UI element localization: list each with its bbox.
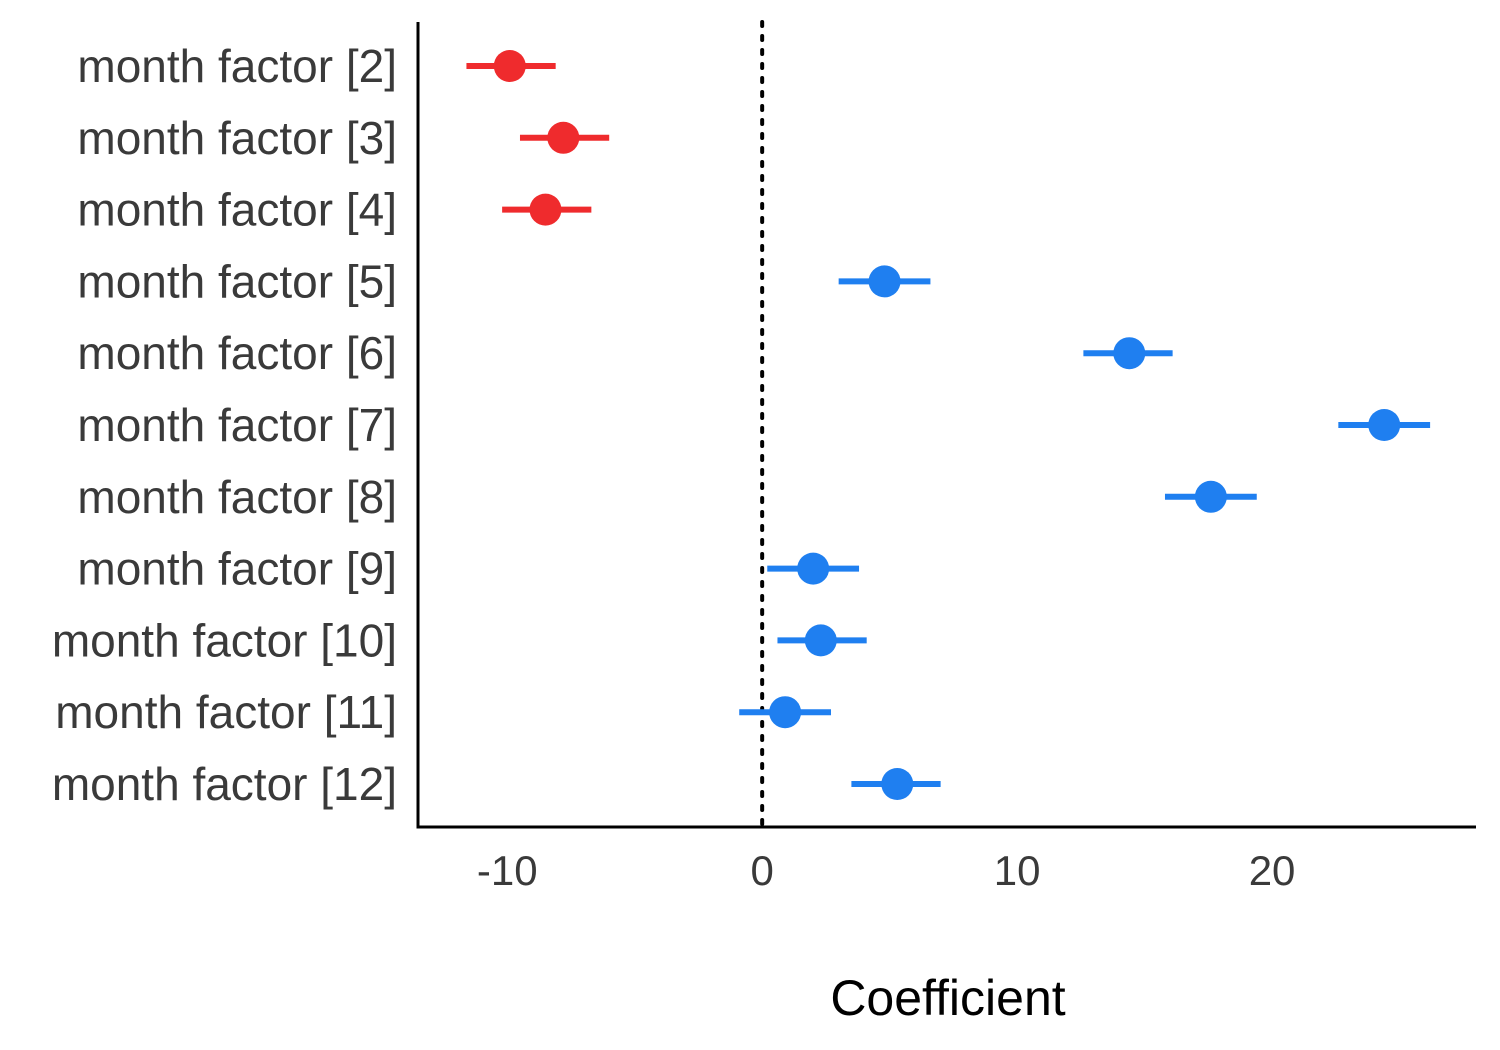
coefficient-marks — [466, 50, 1431, 800]
x-tick-label: -10 — [477, 847, 538, 894]
coefficient-point — [1368, 409, 1401, 441]
coefficient-point — [804, 624, 837, 657]
coefficient-point — [529, 193, 562, 226]
x-tick-labels: -10 0 10 20 — [477, 847, 1296, 894]
coefficient-point — [868, 265, 901, 298]
y-tick-label: month factor [10] — [52, 614, 397, 666]
coefficient-point — [1194, 480, 1227, 513]
y-tick-label: month factor [2] — [77, 40, 397, 92]
axes — [416, 22, 1476, 829]
coefficient-point — [493, 50, 526, 82]
y-tick-labels: month factor [2] month factor [3] month fa… — [52, 40, 397, 810]
y-tick-label: month factor [8] — [77, 471, 397, 523]
y-tick-label: month factor [7] — [77, 399, 397, 451]
y-tick-label: month factor [4] — [77, 184, 397, 236]
coefficient-point — [881, 768, 914, 800]
coefficient-point — [769, 696, 802, 729]
coefficient-point — [547, 121, 580, 154]
coefficient-point — [1113, 337, 1146, 370]
coefficient-point — [797, 552, 830, 585]
y-tick-label: month factor [5] — [77, 255, 397, 307]
y-tick-label: month factor [6] — [77, 327, 397, 379]
x-tick-label: 20 — [1249, 847, 1296, 894]
y-tick-label: month factor [9] — [77, 543, 397, 595]
x-tick-label: 0 — [750, 847, 773, 894]
x-tick-label: 10 — [994, 847, 1041, 894]
y-tick-label: month factor [12] — [52, 758, 397, 810]
y-tick-label: month factor [11] — [55, 686, 397, 738]
x-axis-title: Coefficient — [830, 970, 1065, 1026]
y-tick-label: month factor [3] — [77, 112, 397, 164]
